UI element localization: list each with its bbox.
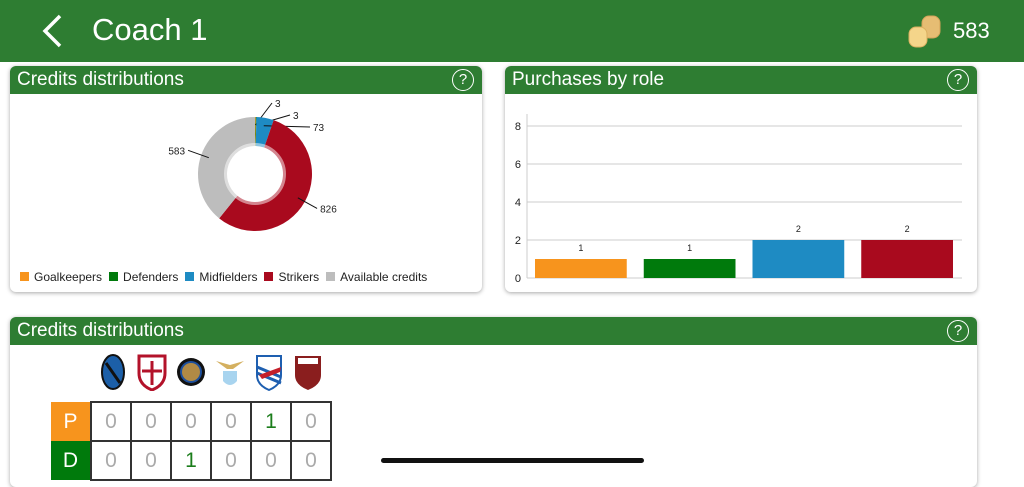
count-cell: 0	[250, 440, 292, 481]
card-title: Credits distributions	[17, 69, 184, 90]
bar-chart: 0 2 4 6 8 1 1 2 2	[515, 114, 962, 285]
purchases-by-role-card: Purchases by role? 0 2 4 6 8 1 1 2 2	[505, 66, 977, 292]
role-cell: D	[51, 441, 91, 480]
credits-value: 583	[953, 18, 990, 43]
slice-midfielders[interactable]	[255, 117, 274, 148]
bar-value-label: 2	[905, 224, 910, 234]
data-label-defenders: 3	[293, 111, 299, 122]
bar-strikers[interactable]	[861, 240, 953, 278]
label-line-midfielders	[263, 125, 311, 128]
coins-icon	[908, 15, 941, 48]
page-title: Coach 1	[92, 12, 208, 47]
label-line-available	[187, 149, 209, 159]
legend-strikers[interactable]: Strikers	[264, 270, 319, 284]
help-icon[interactable]: ?	[947, 69, 969, 91]
y-tick-label: 6	[515, 159, 521, 171]
label-line-strikers	[297, 197, 318, 209]
slice-strikers[interactable]	[219, 120, 312, 231]
count-cell: 0	[210, 440, 252, 481]
inter-logo-icon	[177, 358, 205, 386]
bar-defenders[interactable]	[643, 259, 736, 278]
legend-available[interactable]: Available credits	[326, 270, 427, 284]
count-cell: 1	[250, 401, 292, 442]
y-tick-label: 0	[515, 273, 521, 285]
chart-legend: Goalkeepers Defenders Midfielders Strike…	[20, 270, 427, 284]
chevron-left-icon[interactable]	[40, 14, 66, 48]
count-cell: 0	[130, 440, 172, 481]
legend-defenders[interactable]: Defenders	[109, 270, 178, 284]
count-cell: 0	[290, 401, 332, 442]
bar-value-label: 2	[796, 224, 801, 234]
y-tick-label: 2	[515, 235, 521, 247]
lazio-logo-icon	[216, 361, 244, 385]
y-tick-label: 8	[515, 121, 521, 133]
data-label-strikers: 826	[320, 204, 337, 215]
bar-value-label: 1	[687, 243, 692, 253]
cagliari-logo-icon	[137, 354, 167, 391]
card-title: Credits distributions	[17, 320, 184, 341]
count-cell: 0	[90, 440, 132, 481]
credits-distribution-card: Credits distributions? 3 3 73 826 583 Goalke…	[10, 66, 482, 292]
help-icon[interactable]: ?	[452, 69, 474, 91]
torino-logo-icon	[295, 356, 321, 390]
bar-midfielders[interactable]	[752, 240, 845, 278]
count-cell: 0	[210, 401, 252, 442]
home-indicator[interactable]	[381, 458, 644, 463]
legend-midfielders[interactable]: Midfielders	[185, 270, 257, 284]
count-cell: 0	[290, 440, 332, 481]
role-cell: P	[51, 402, 91, 441]
atalanta-logo-icon	[101, 354, 125, 390]
help-icon[interactable]: ?	[947, 320, 969, 342]
donut-chart: 3 3 73 826 583	[168, 99, 337, 231]
donut-inner-ring	[224, 143, 286, 205]
data-label-goalkeepers: 3	[275, 99, 281, 110]
legend-goalkeepers[interactable]: Goalkeepers	[20, 270, 102, 284]
data-label-available: 583	[168, 146, 185, 157]
count-cell: 0	[130, 401, 172, 442]
sampdoria-logo-icon	[256, 355, 282, 391]
count-cell: 0	[90, 401, 132, 442]
count-cell: 1	[170, 440, 212, 481]
count-cell: 0	[170, 401, 212, 442]
slice-defenders[interactable]	[255, 117, 257, 147]
y-tick-label: 4	[515, 197, 521, 209]
data-label-midfielders: 73	[313, 123, 325, 134]
bar-goalkeepers[interactable]	[535, 259, 627, 278]
app-header: Coach 1 583	[0, 0, 1024, 62]
card-title: Purchases by role	[512, 69, 665, 90]
bar-value-label: 1	[578, 243, 583, 253]
